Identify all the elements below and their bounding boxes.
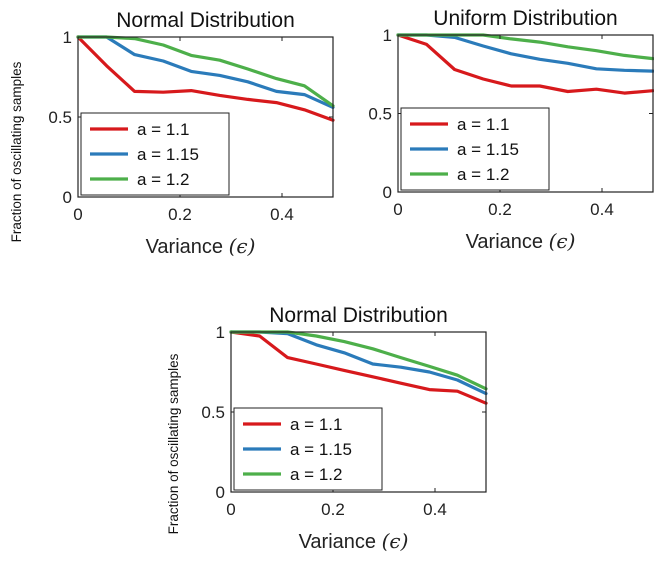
chart-title: Normal Distribution xyxy=(269,304,448,327)
chart-2: Uniform Distribution 0 0.2 0.4 0 0.5 1 Variance… xyxy=(368,7,654,253)
legend-label: a = 1.2 xyxy=(290,465,342,484)
legend-label: a = 1.1 xyxy=(290,415,342,434)
x-tick-label: 0 xyxy=(226,500,235,519)
y-tick-label: 1 xyxy=(383,26,392,45)
chart-title: Uniform Distribution xyxy=(433,7,617,30)
legend-label: a = 1.1 xyxy=(137,120,189,139)
y-tick-label: 0.5 xyxy=(368,105,392,124)
x-tick-label: 0.2 xyxy=(168,205,192,224)
series-line-1 xyxy=(396,33,654,95)
legend-label: a = 1.2 xyxy=(457,165,509,184)
x-axis-label: Variance (ϵ) xyxy=(146,234,256,258)
y-tick-label: 0 xyxy=(216,483,225,502)
legend-label: a = 1.15 xyxy=(457,140,519,159)
chart-title: Normal Distribution xyxy=(116,9,295,32)
x-tick-label: 0.4 xyxy=(270,205,294,224)
chart-1: Normal Distribution 0 0.2 0.4 0 0.5 1 Variance … xyxy=(48,9,335,258)
y-axis-label-left: Fraction of oscillating samples xyxy=(9,61,24,242)
x-tick-label: 0 xyxy=(393,200,402,219)
x-tick-label: 0.2 xyxy=(488,200,512,219)
chart-3: Normal Distribution 0 0.2 0.4 0 0.5 1 Variance … xyxy=(201,304,488,553)
legend: a = 1.1 a = 1.15 a = 1.2 xyxy=(80,112,230,196)
series-line-3 xyxy=(76,35,335,108)
legend-label: a = 1.15 xyxy=(137,145,199,164)
series-line-2 xyxy=(229,330,488,396)
y-tick-label: 1 xyxy=(63,28,72,47)
x-tick-label: 0 xyxy=(73,205,82,224)
legend-label: a = 1.15 xyxy=(290,440,352,459)
series-line-3 xyxy=(229,330,488,391)
legend: a = 1.1 a = 1.15 a = 1.2 xyxy=(400,107,550,191)
y-tick-label: 0.5 xyxy=(48,108,72,127)
x-tick-label: 0.4 xyxy=(590,200,614,219)
series-line-2 xyxy=(76,35,335,110)
x-axis-label: Variance (ϵ) xyxy=(299,529,409,553)
legend-label: a = 1.1 xyxy=(457,115,509,134)
legend: a = 1.1 a = 1.15 a = 1.2 xyxy=(233,407,383,491)
y-tick-label: 0 xyxy=(63,188,72,207)
x-axis-label: Variance (ϵ) xyxy=(466,229,576,253)
y-tick-label: 1 xyxy=(216,323,225,342)
y-tick-label: 0.5 xyxy=(201,403,225,422)
y-axis-label-bottom: Fraction of oscillating samples xyxy=(166,353,181,534)
x-tick-label: 0.4 xyxy=(423,500,447,519)
y-tick-label: 0 xyxy=(383,183,392,202)
legend-label: a = 1.2 xyxy=(137,170,189,189)
series-line-1 xyxy=(76,35,335,122)
series-line-1 xyxy=(229,330,488,405)
x-tick-label: 0.2 xyxy=(321,500,345,519)
